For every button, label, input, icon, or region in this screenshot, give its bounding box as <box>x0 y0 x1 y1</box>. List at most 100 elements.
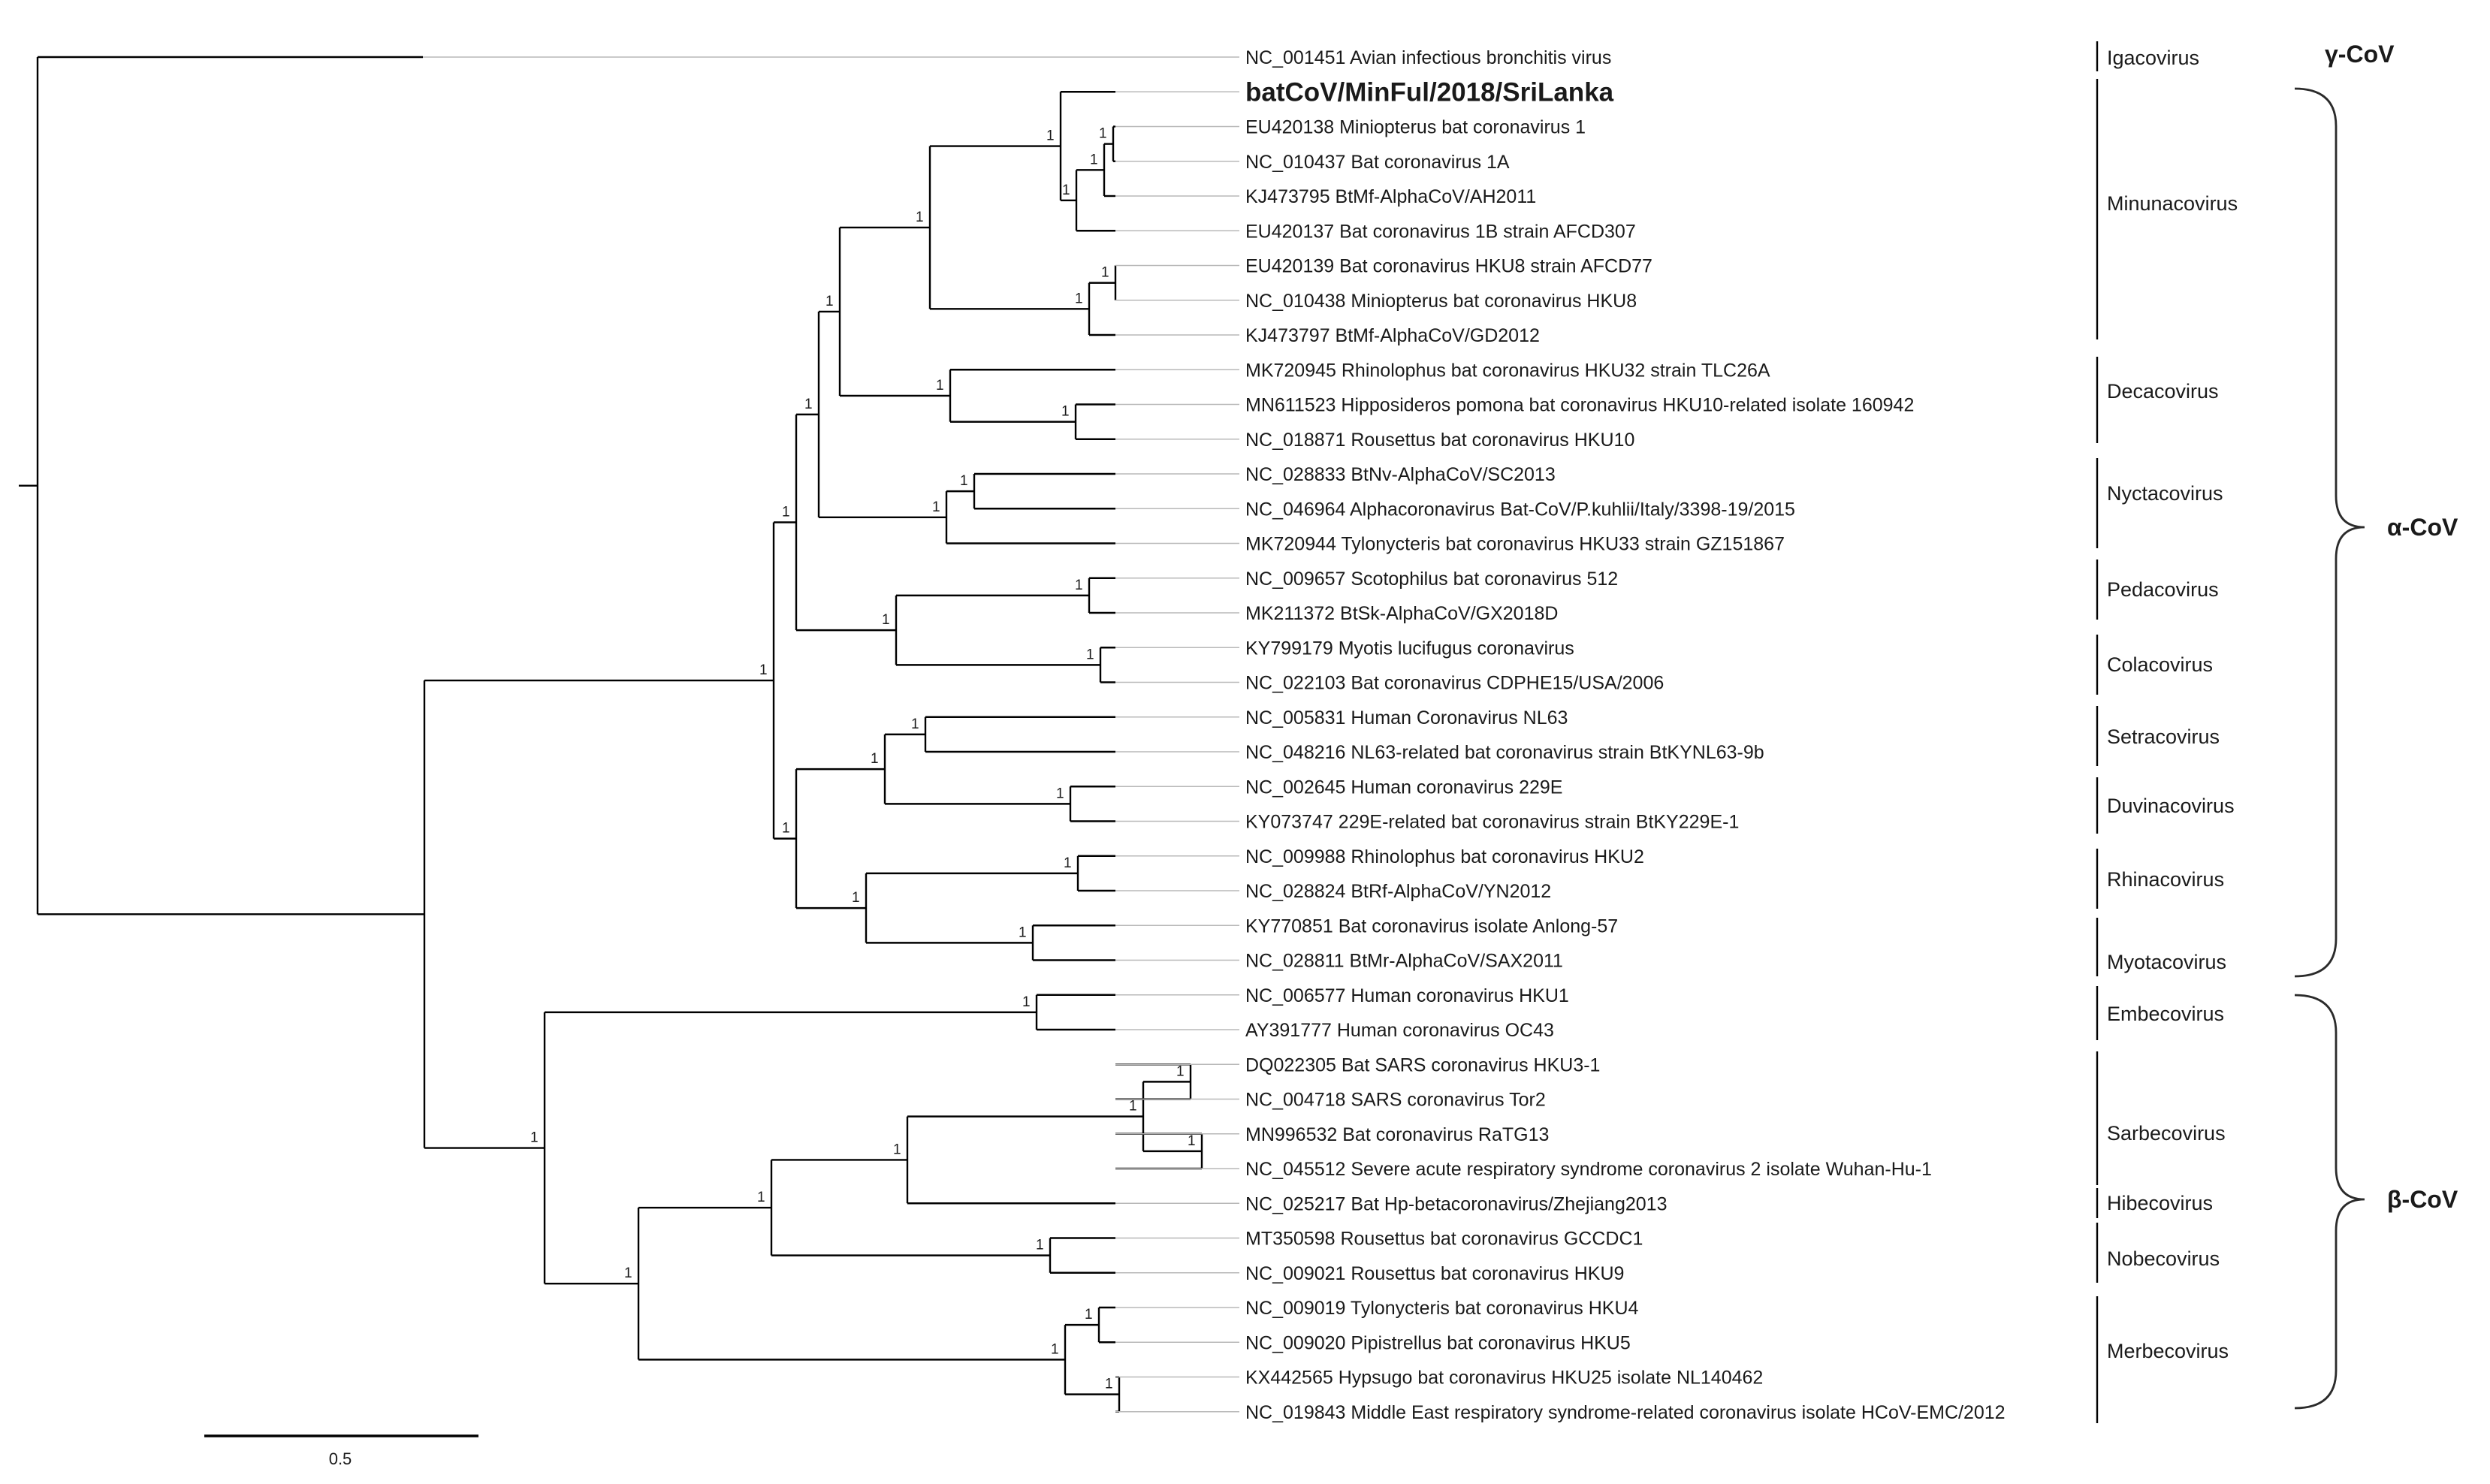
taxon-label: NC_028811 BtMr-AlphaCoV/SAX2011 <box>1245 951 1563 972</box>
scale-bar-label: 0.5 <box>329 1449 352 1468</box>
support-value-A2: 1 <box>782 821 790 837</box>
subgenus-label-nyctacovirus: Nyctacovirus <box>2107 482 2223 505</box>
support-value-Rh: 1 <box>1064 855 1072 871</box>
support-value-A7: 1 <box>916 210 924 225</box>
highlighted-taxon-label: batCoV/MinFul/2018/SriLanka <box>1245 77 1614 107</box>
support-value-Du: 1 <box>1056 786 1064 801</box>
taxon-label: NC_010438 Miniopterus bat coronavirus HK… <box>1245 291 1637 312</box>
taxon-label: KJ473795 BtMf-AlphaCoV/AH2011 <box>1245 186 1536 207</box>
subgenus-label-duvinacovirus: Duvinacovirus <box>2107 795 2235 817</box>
taxon-label: NC_009021 Rousettus bat coronavirus HKU9 <box>1245 1263 1624 1284</box>
taxon-label: MK211372 BtSk-AlphaCoV/GX2018D <box>1245 603 1558 624</box>
taxon-label: NC_018871 Rousettus bat coronavirus HKU1… <box>1245 430 1634 451</box>
subgenus-label-minunacovirus: Minunacovirus <box>2107 192 2238 215</box>
taxon-label: AY391777 Human coronavirus OC43 <box>1245 1020 1554 1041</box>
genus-label-gamma-cov: γ-CoV <box>2325 41 2395 68</box>
taxon-label: KY770851 Bat coronavirus isolate Anlong-… <box>1245 915 1618 937</box>
support-value-alpha: 1 <box>759 662 768 678</box>
support-value-My: 1 <box>1019 924 1027 940</box>
support-value-Co: 1 <box>1086 647 1094 662</box>
support-value-Ny1: 1 <box>960 473 968 489</box>
support-value-Mi3: 1 <box>1062 182 1070 198</box>
taxon-label: MN611523 Hipposideros pomona bat coronav… <box>1245 395 1914 416</box>
taxon-label: KJ473797 BtMf-AlphaCoV/GD2012 <box>1245 325 1540 346</box>
taxon-label: EU420137 Bat coronavirus 1B strain AFCD3… <box>1245 221 1636 242</box>
taxon-label: KX442565 Hypsugo bat coronavirus HKU25 i… <box>1245 1368 1763 1389</box>
taxon-label: NC_028833 BtNv-AlphaCoV/SC2013 <box>1245 464 1556 485</box>
subgenus-label-nobecovirus: Nobecovirus <box>2107 1247 2220 1270</box>
taxon-label: NC_006577 Human coronavirus HKU1 <box>1245 985 1569 1006</box>
taxon-label: EU420138 Miniopterus bat coronavirus 1 <box>1245 117 1586 138</box>
taxon-label: MT350598 Rousettus bat coronavirus GCCDC… <box>1245 1229 1643 1250</box>
taxon-label: NC_046964 Alphacoronavirus Bat-CoV/P.kuh… <box>1245 499 1795 520</box>
support-value-Mi1: 1 <box>1046 128 1055 144</box>
support-value-Mi4: 1 <box>1090 152 1098 167</box>
subgenus-label-sarbecovirus: Sarbecovirus <box>2107 1122 2226 1145</box>
taxon-label: KY073747 229E-related bat coronavirus st… <box>1245 812 1739 833</box>
support-value-Pe: 1 <box>1075 578 1083 593</box>
support-value-Mi5: 1 <box>1099 126 1107 142</box>
subgenus-label-decacovirus: Decacovirus <box>2107 380 2219 403</box>
support-value-Me1: 1 <box>1085 1307 1093 1323</box>
taxon-label: NC_001451 Avian infectious bronchitis vi… <box>1245 47 1611 68</box>
taxon-label: NC_010437 Bat coronavirus 1A <box>1245 152 1510 173</box>
taxon-label: MK720945 Rhinolophus bat coronavirus HKU… <box>1245 360 1770 381</box>
subgenus-label-rhinacovirus: Rhinacovirus <box>2107 868 2224 891</box>
taxon-label: KY799179 Myotis lucifugus coronavirus <box>1245 638 1574 659</box>
taxon-label: NC_009020 Pipistrellus bat coronavirus H… <box>1245 1332 1631 1353</box>
support-value-Me2: 1 <box>1105 1377 1113 1392</box>
support-value-bb: 1 <box>624 1265 632 1281</box>
support-value-Mi6: 1 <box>1101 265 1109 281</box>
support-value-beta: 1 <box>530 1130 539 1146</box>
genus-groups: γ-CoV α-CoV β-CoV <box>2294 41 2458 1410</box>
genus-label-beta-cov: β-CoV <box>2387 1186 2458 1213</box>
scale-bar: 0.5 <box>204 1434 478 1468</box>
support-value-Em: 1 <box>1022 994 1031 1010</box>
subgenus-label-embecovirus: Embecovirus <box>2107 1003 2224 1025</box>
subgenus-label-hibecovirus: Hibecovirus <box>2107 1192 2213 1214</box>
taxon-label: EU420139 Bat coronavirus HKU8 strain AFC… <box>1245 256 1652 277</box>
support-value-C2: 1 <box>893 1142 901 1157</box>
support-value-A6: 1 <box>932 499 940 515</box>
subgenus-column: Igacovirus Minunacovirus Decacovirus Nyc… <box>2096 41 2238 1423</box>
taxon-label: NC_048216 NL63-related bat coronavirus s… <box>1245 742 1764 763</box>
alpha-cov-brace <box>2294 87 2365 978</box>
support-value-Sa2: 1 <box>1188 1133 1196 1149</box>
taxon-label: NC_009657 Scotophilus bat coronavirus 51… <box>1245 569 1618 590</box>
support-value-A3: 1 <box>804 397 813 412</box>
support-value-A4: 1 <box>882 612 890 628</box>
taxon-label: NC_004718 SARS coronavirus Tor2 <box>1245 1090 1546 1111</box>
taxon-label: NC_009019 Tylonycteris bat coronavirus H… <box>1245 1298 1639 1319</box>
subgenus-label-pedacovirus: Pedacovirus <box>2107 578 2219 601</box>
support-value-Sa: 1 <box>1129 1099 1137 1115</box>
support-value-A1: 1 <box>782 504 790 520</box>
support-value-B1: 1 <box>871 751 879 767</box>
support-value-No: 1 <box>1036 1238 1044 1253</box>
subgenus-label-merbecovirus: Merbecovirus <box>2107 1340 2229 1362</box>
support-value-A8: 1 <box>936 378 944 394</box>
taxon-label: NC_002645 Human coronavirus 229E <box>1245 777 1562 798</box>
taxon-label: MN996532 Bat coronavirus RaTG13 <box>1245 1124 1549 1145</box>
subgenus-label-myotacovirus: Myotacovirus <box>2107 951 2226 973</box>
support-value-C1: 1 <box>757 1190 765 1205</box>
beta-cov-brace <box>2294 994 2365 1410</box>
taxon-label: NC_028824 BtRf-AlphaCoV/YN2012 <box>1245 881 1551 902</box>
subgenus-label-colacovirus: Colacovirus <box>2107 653 2213 676</box>
taxon-label: NC_009988 Rhinolophus bat coronavirus HK… <box>1245 846 1644 867</box>
support-value-Se: 1 <box>911 716 919 732</box>
node-support-values: 1 1 1 1 1 1 1 1 1 1 1 1 1 1 1 1 1 1 1 1 1 1 1 1 1 1 1 1 1 1 1 1 1 1 1 1 1 <box>530 126 1196 1392</box>
support-value-Sa1: 1 <box>1176 1063 1185 1079</box>
taxon-label: NC_022103 Bat coronavirus CDPHE15/USA/20… <box>1245 673 1664 694</box>
subgenus-label-igacovirus: Igacovirus <box>2107 47 2199 69</box>
tip-leader-lines <box>423 56 1239 1413</box>
taxon-label: DQ022305 Bat SARS coronavirus HKU3-1 <box>1245 1054 1600 1075</box>
taxon-labels: NC_001451 Avian infectious bronchitis vi… <box>1245 47 2006 1423</box>
taxon-label: NC_045512 Severe acute respiratory syndr… <box>1245 1159 1932 1180</box>
support-value-De1: 1 <box>1061 404 1070 420</box>
subgenus-label-setracovirus: Setracovirus <box>2107 725 2220 748</box>
taxon-label: NC_019843 Middle East respiratory syndro… <box>1245 1402 2006 1423</box>
taxon-label: NC_025217 Bat Hp-betacoronavirus/Zhejian… <box>1245 1193 1667 1214</box>
taxon-label: MK720944 Tylonycteris bat coronavirus HK… <box>1245 534 1785 555</box>
support-value-B2: 1 <box>852 890 860 906</box>
